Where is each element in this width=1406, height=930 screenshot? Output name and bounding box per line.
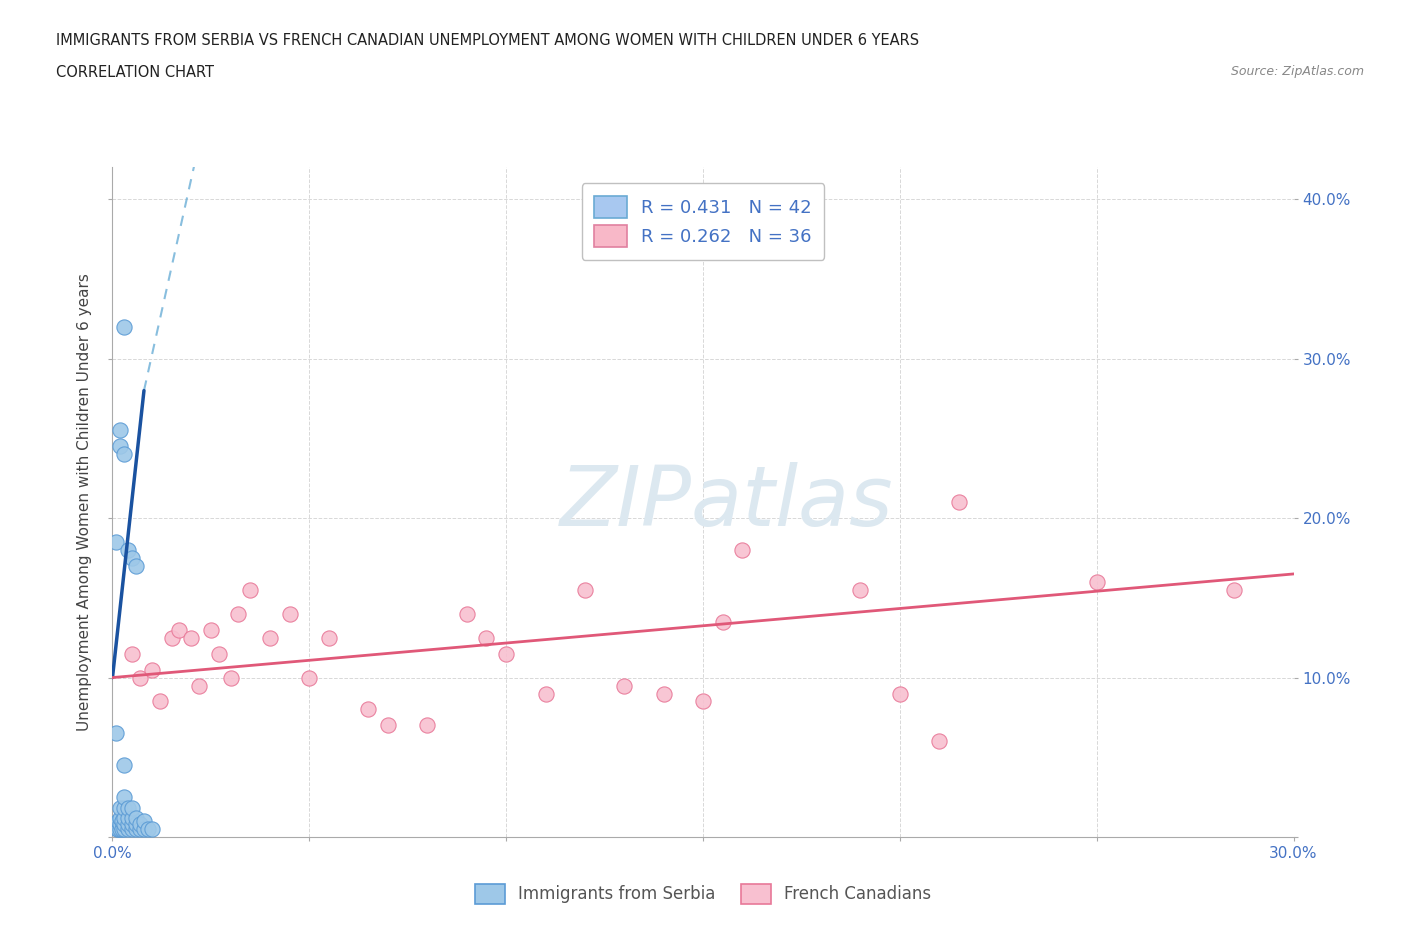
Point — [112, 821, 135, 836]
Point — [121, 810, 143, 825]
Text: CORRELATION CHART: CORRELATION CHART — [56, 65, 214, 80]
Point — [298, 671, 321, 685]
Point — [228, 606, 250, 621]
Point — [200, 622, 222, 637]
Point — [475, 631, 498, 645]
Point — [110, 821, 132, 836]
Point — [110, 423, 132, 438]
Point — [129, 671, 152, 685]
Point — [928, 734, 950, 749]
Point — [107, 821, 129, 836]
Point — [125, 559, 148, 574]
Point — [889, 686, 911, 701]
Point — [416, 718, 439, 733]
Point — [259, 631, 281, 645]
Point — [110, 801, 132, 816]
Point — [1085, 575, 1108, 590]
Point — [121, 817, 143, 831]
Point — [160, 631, 183, 645]
Text: Source: ZipAtlas.com: Source: ZipAtlas.com — [1230, 65, 1364, 78]
Point — [112, 801, 135, 816]
Point — [948, 495, 970, 510]
Point — [110, 810, 132, 825]
Point — [149, 694, 172, 709]
Point — [169, 622, 191, 637]
Point — [574, 582, 596, 597]
Point — [129, 817, 152, 831]
Point — [188, 678, 211, 693]
Point — [111, 814, 134, 829]
Point — [117, 542, 139, 557]
Point — [112, 790, 135, 804]
Point — [180, 631, 202, 645]
Point — [495, 646, 517, 661]
Point — [239, 582, 262, 597]
Point — [692, 694, 714, 709]
Point — [105, 726, 128, 741]
Point — [141, 662, 163, 677]
Point — [111, 821, 134, 836]
Point — [110, 817, 132, 831]
Point — [112, 810, 135, 825]
Point — [121, 801, 143, 816]
Point — [105, 535, 128, 550]
Point — [112, 758, 135, 773]
Point — [136, 821, 159, 836]
Point — [318, 631, 340, 645]
Point — [117, 801, 139, 816]
Point — [613, 678, 636, 693]
Text: IMMIGRANTS FROM SERBIA VS FRENCH CANADIAN UNEMPLOYMENT AMONG WOMEN WITH CHILDREN: IMMIGRANTS FROM SERBIA VS FRENCH CANADIA… — [56, 33, 920, 47]
Point — [377, 718, 399, 733]
Point — [456, 606, 478, 621]
Point — [125, 821, 148, 836]
Point — [105, 821, 128, 836]
Point — [141, 821, 163, 836]
Point — [219, 671, 242, 685]
Point — [117, 817, 139, 831]
Point — [107, 814, 129, 829]
Point — [711, 615, 734, 630]
Point — [132, 821, 155, 836]
Point — [652, 686, 675, 701]
Point — [110, 439, 132, 454]
Point — [125, 817, 148, 831]
Y-axis label: Unemployment Among Women with Children Under 6 years: Unemployment Among Women with Children U… — [77, 273, 93, 731]
Point — [121, 821, 143, 836]
Point — [849, 582, 872, 597]
Point — [112, 817, 135, 831]
Text: ZIPatlas: ZIPatlas — [560, 461, 893, 543]
Point — [117, 810, 139, 825]
Point — [132, 814, 155, 829]
Point — [129, 821, 152, 836]
Point — [534, 686, 557, 701]
Point — [357, 702, 380, 717]
Point — [1223, 582, 1246, 597]
Legend: Immigrants from Serbia, French Canadians: Immigrants from Serbia, French Canadians — [463, 872, 943, 916]
Point — [121, 551, 143, 565]
Point — [112, 319, 135, 334]
Point — [105, 817, 128, 831]
Point — [117, 821, 139, 836]
Point — [125, 810, 148, 825]
Point — [121, 646, 143, 661]
Point — [731, 542, 754, 557]
Point — [208, 646, 231, 661]
Point — [278, 606, 301, 621]
Point — [112, 447, 135, 462]
